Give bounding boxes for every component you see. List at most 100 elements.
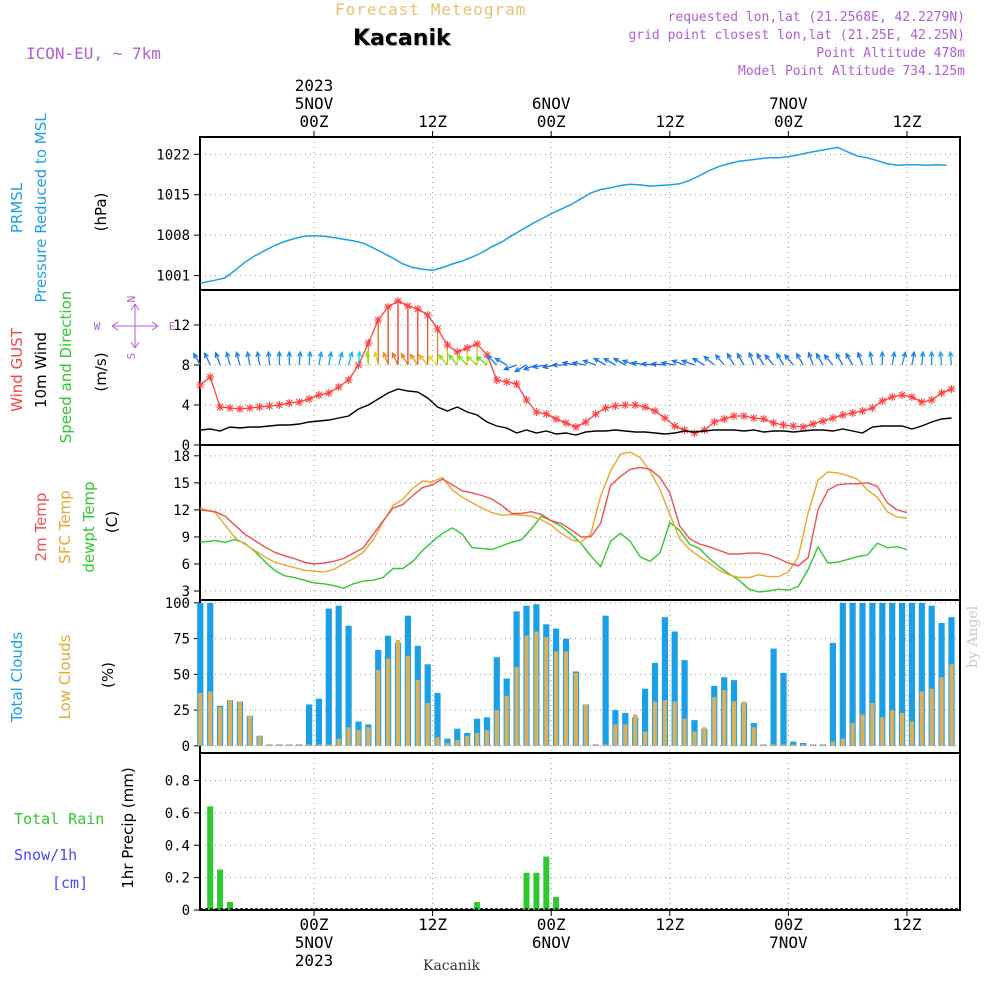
low-cloud-bar	[781, 744, 786, 746]
wind-arrow-head	[650, 361, 657, 367]
wind-arrow-head	[868, 350, 874, 358]
gust-point	[927, 396, 936, 404]
gust-point	[403, 302, 412, 310]
total-cloud-bar	[780, 672, 787, 746]
low-cloud-bar	[208, 691, 213, 746]
gust-star	[344, 376, 353, 384]
temperature-panel-frame	[199, 444, 961, 601]
wind-arrow	[374, 352, 379, 366]
total-cloud-bar	[928, 605, 935, 746]
wind-arrow	[572, 362, 586, 366]
gust-point	[522, 396, 531, 404]
low-cloud-bar	[435, 737, 440, 746]
wind-arrow	[869, 352, 874, 366]
y-tick-label: 3	[182, 584, 190, 600]
gust-star	[838, 411, 847, 419]
wind-arrow	[764, 354, 775, 366]
gust-point	[749, 414, 758, 422]
wind-arrow-head	[427, 354, 434, 361]
wind-arrow-head	[807, 351, 813, 358]
gust-star	[888, 393, 897, 401]
wind-arrow	[448, 354, 458, 366]
low-cloud-bar	[198, 692, 203, 746]
low-cloud-bar	[692, 731, 697, 746]
wind-arrow-head	[764, 353, 771, 361]
wind-arrow-head	[245, 350, 251, 358]
top-time-label: 12Z	[893, 112, 922, 131]
gust-point	[799, 423, 808, 431]
wind-gust-axis-label: Wind GUST	[8, 327, 26, 412]
wind-arrow	[427, 355, 439, 366]
y-tick-label: 12	[173, 318, 190, 334]
wind-arrow	[267, 351, 271, 366]
gust-star	[443, 341, 452, 349]
wind-arrow-head	[494, 357, 501, 363]
gust-point	[601, 404, 610, 412]
gust-star	[522, 396, 531, 404]
gust-star	[690, 429, 699, 437]
low-cloud-bar	[484, 730, 490, 746]
gust-point	[463, 344, 472, 352]
low-cloud-bar	[554, 651, 559, 746]
wind-arrow	[418, 354, 429, 366]
gust-star	[759, 415, 768, 423]
gust-star	[394, 297, 402, 305]
low-cloud-bar	[791, 744, 796, 746]
low-cloud-bar	[277, 744, 282, 746]
total-cloud-bar	[681, 660, 688, 746]
gust-point	[364, 339, 373, 347]
gust-star	[739, 412, 748, 420]
low-cloud-bar	[929, 688, 934, 746]
total-rain-label: Total Rain	[14, 810, 104, 828]
total-cloud-bar	[197, 602, 204, 746]
total-cloud-bar	[889, 602, 896, 746]
low-cloud-bar	[722, 690, 727, 746]
wind-arrow-head	[621, 359, 629, 365]
gust-star	[720, 415, 729, 423]
wind-arrow	[921, 351, 924, 366]
wind-arrow	[298, 351, 301, 366]
top-time-label: 12Z	[418, 112, 447, 131]
low-cloud-bar	[307, 744, 312, 746]
low-cloud-bar	[860, 714, 865, 746]
wind-arrow	[193, 353, 201, 366]
y-tick-label: 0	[182, 438, 190, 454]
wind-arrow-head	[513, 367, 521, 373]
gust-star	[305, 395, 314, 403]
wind-arrow	[661, 362, 675, 366]
total-cloud-bar	[306, 704, 313, 746]
low-cloud-bar	[475, 733, 480, 746]
gust-star	[364, 339, 373, 347]
top-time-label: 00Z	[537, 112, 566, 131]
wind-arrow-head	[571, 360, 578, 367]
total-cloud-bar	[602, 615, 609, 746]
gust-star	[710, 418, 719, 426]
pressure-axis-label: Pressure Reduced to MSL	[32, 113, 50, 303]
gust-star	[403, 302, 412, 310]
compass-n-label: N	[125, 296, 138, 303]
low-cloud-bar	[257, 735, 262, 746]
gust-star	[532, 408, 541, 416]
wind-arrow-head	[364, 350, 371, 357]
wind-arrow	[347, 352, 353, 366]
wind-arrow	[824, 354, 834, 366]
gust-point	[324, 389, 333, 397]
low-cloud-bar	[949, 664, 954, 746]
wind-arrow	[756, 353, 765, 366]
wind-arrow-head	[890, 350, 897, 358]
wind-arrow	[366, 351, 370, 366]
wind-arrow	[622, 359, 636, 366]
gust-point	[285, 399, 294, 407]
gust-star	[651, 407, 659, 415]
wind-arrow-head	[307, 350, 313, 357]
wind-arrow	[672, 359, 685, 366]
wind-arrow	[703, 356, 715, 366]
wind-arrow-head	[448, 353, 454, 361]
gust-star	[552, 415, 561, 423]
gust-star	[571, 423, 580, 431]
wind-arrow-head	[784, 353, 790, 361]
total-cloud-bar	[671, 631, 678, 746]
gust-point	[690, 429, 699, 437]
wind-arrow-head	[947, 350, 954, 357]
gust-point	[295, 398, 304, 406]
